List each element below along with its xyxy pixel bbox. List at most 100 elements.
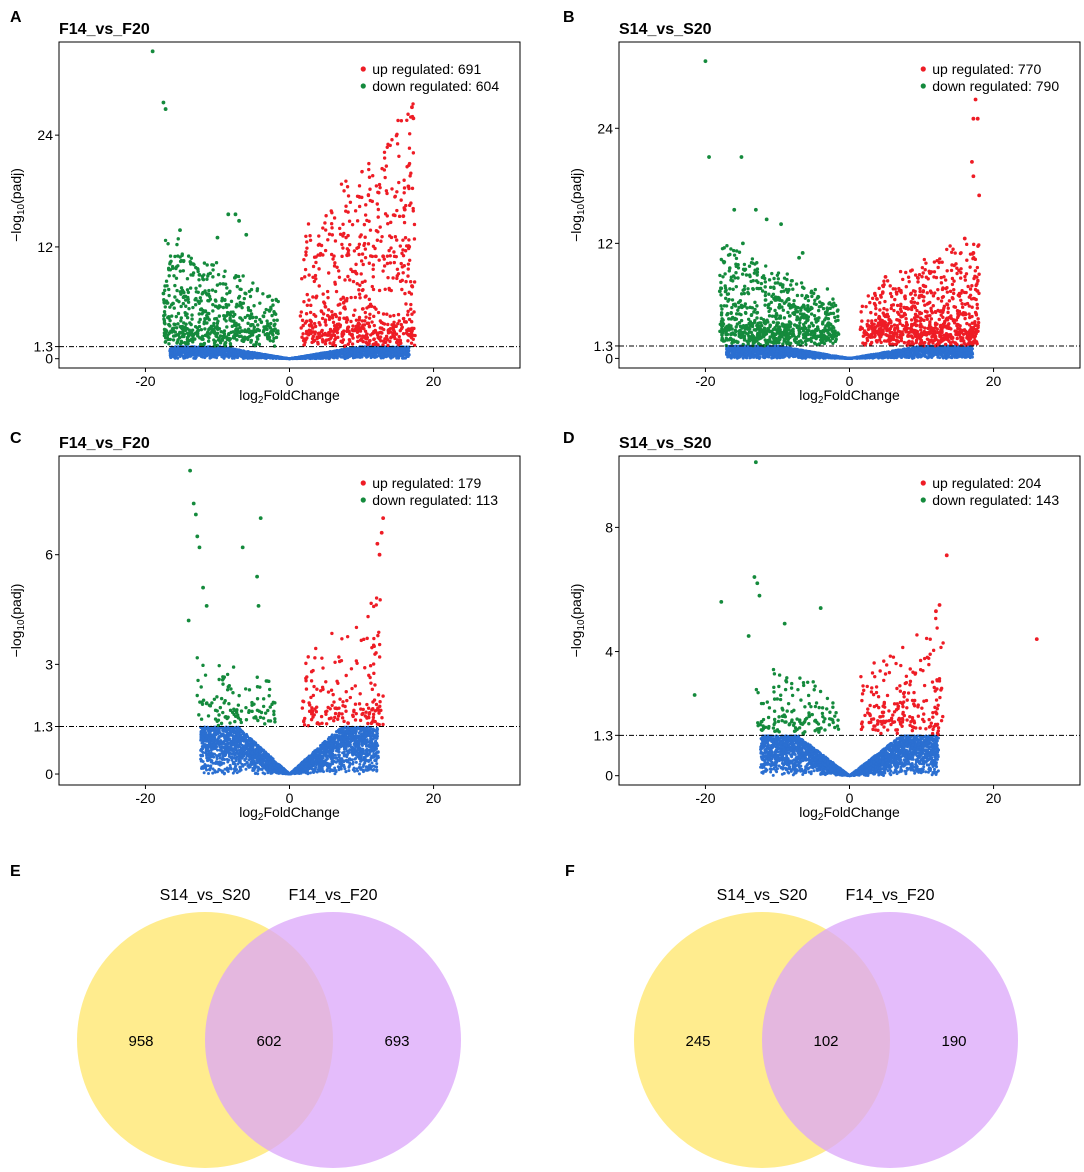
down-point: [245, 313, 250, 318]
ns-point: [276, 355, 280, 359]
down-point: [197, 301, 201, 305]
up-point: [378, 185, 382, 190]
up-point: [338, 302, 342, 306]
up-point: [346, 342, 351, 346]
up-point: [349, 267, 353, 272]
up-point: [367, 297, 372, 302]
up-point: [408, 174, 412, 178]
ns-point: [399, 350, 403, 354]
up-point: [409, 307, 413, 311]
up-point: [321, 340, 325, 344]
down-point: [190, 328, 195, 332]
up-point: [387, 327, 391, 332]
down-point: [240, 305, 244, 310]
up-point: [338, 311, 342, 315]
up-point: [371, 263, 376, 267]
down-point: [202, 261, 207, 265]
up-point: [354, 324, 359, 329]
down-point: [223, 298, 227, 302]
down-point: [185, 277, 190, 281]
up-point: [302, 300, 306, 304]
down-point: [207, 288, 211, 293]
down-point: [216, 327, 220, 331]
legend-down-marker: [360, 83, 366, 89]
up-point: [382, 257, 386, 261]
down-point: [163, 336, 168, 340]
down-point: [257, 342, 262, 347]
ns-point: [222, 352, 226, 356]
up-point: [403, 291, 407, 296]
up-point: [384, 164, 389, 168]
down-point: [175, 242, 179, 247]
up-point: [360, 280, 365, 285]
up-point: [377, 182, 382, 187]
up-point: [410, 284, 414, 288]
up-point: [356, 321, 361, 326]
up-point: [360, 169, 364, 174]
up-point: [399, 261, 403, 266]
ns-point: [168, 354, 172, 358]
up-point: [319, 309, 324, 314]
up-point: [351, 313, 356, 318]
down-point: [162, 331, 167, 335]
up-point: [410, 105, 414, 110]
down-point: [270, 313, 274, 318]
plot-title: F14_vs_F20: [59, 21, 150, 38]
down-point: [163, 238, 168, 243]
down-point: [205, 316, 209, 320]
up-point: [370, 320, 374, 324]
ns-point: [220, 355, 224, 359]
up-point: [351, 336, 355, 340]
up-point: [388, 261, 393, 265]
down-point: [264, 325, 268, 329]
up-point: [358, 235, 362, 239]
down-point: [266, 335, 270, 340]
down-point: [212, 331, 217, 335]
up-point: [365, 337, 369, 341]
down-point: [243, 315, 247, 320]
ns-point: [222, 355, 226, 359]
down-point: [209, 330, 214, 334]
ns-point: [213, 347, 217, 351]
up-point: [383, 175, 387, 180]
up-point: [357, 252, 361, 257]
up-point: [403, 249, 408, 253]
up-point: [346, 274, 350, 279]
up-point: [304, 253, 308, 257]
up-point: [346, 325, 350, 330]
up-point: [313, 314, 318, 318]
up-point: [345, 185, 350, 189]
ns-point: [292, 356, 296, 360]
down-point: [228, 289, 232, 294]
up-point: [411, 333, 416, 337]
up-point: [344, 179, 348, 183]
up-point: [377, 258, 381, 262]
up-point: [371, 267, 375, 271]
up-point: [395, 142, 400, 146]
up-point: [345, 253, 350, 258]
ns-point: [169, 351, 173, 355]
down-point: [172, 274, 176, 278]
up-point: [336, 323, 341, 327]
down-point: [197, 278, 201, 282]
up-point: [363, 247, 368, 251]
up-point: [340, 330, 345, 334]
ns-point: [174, 345, 178, 349]
up-point: [357, 288, 361, 292]
down-point: [201, 277, 206, 282]
up-point: [402, 186, 407, 190]
up-point: [300, 276, 304, 281]
down-point: [249, 287, 254, 292]
up-point: [378, 326, 382, 330]
up-point: [353, 209, 358, 213]
up-point: [396, 321, 400, 326]
up-point: [337, 275, 342, 280]
down-point: [225, 286, 229, 290]
up-point: [321, 332, 326, 337]
down-point: [200, 337, 204, 341]
down-point: [185, 316, 190, 320]
ns-point: [209, 346, 213, 350]
x-axis-label: log2FoldChange: [239, 387, 340, 406]
up-point: [395, 190, 399, 194]
up-point: [411, 102, 415, 106]
